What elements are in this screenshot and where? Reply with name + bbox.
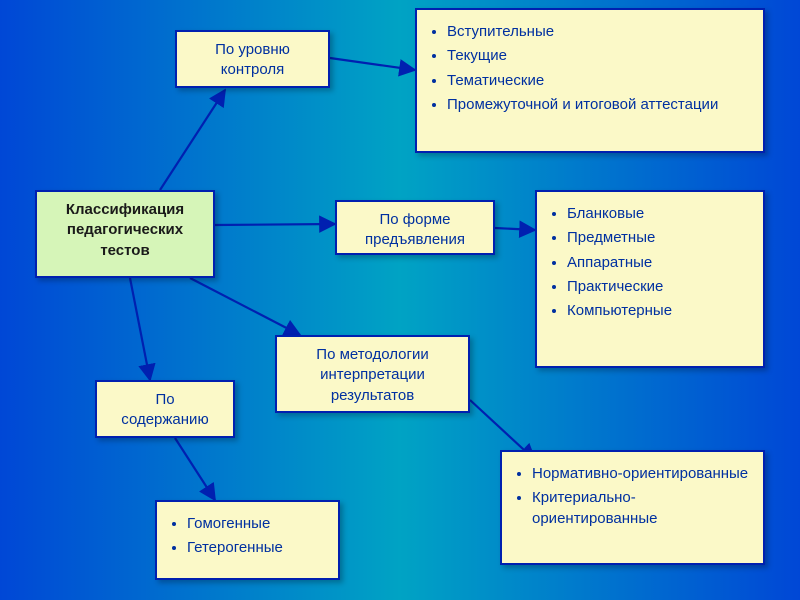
arrow-root-to-level (160, 90, 225, 190)
details-presentation-form: БланковыеПредметныеАппаратныеПрактически… (535, 190, 765, 368)
category-presentation-form: По формепредъявления (335, 200, 495, 255)
arrow-root-to-form (215, 224, 335, 225)
root-node: Классификацияпедагогическихтестов (35, 190, 215, 278)
diagram-canvas: Классификацияпедагогическихтестов По уро… (0, 0, 800, 600)
category-content: Посодержанию (95, 380, 235, 438)
category-interpretation-methodology: По методологииинтерпретациирезультатов (275, 335, 470, 413)
arrow-root-to-content (130, 278, 150, 380)
arrow-root-to-method (190, 278, 300, 335)
details-interpretation-methodology: Нормативно-ориентированныеКритериально-о… (500, 450, 765, 565)
category-level-control: По уровнюконтроля (175, 30, 330, 88)
arrow-content-to-content_det (175, 438, 215, 500)
details-level-control: ВступительныеТекущиеТематическиеПромежут… (415, 8, 765, 153)
arrow-level-to-level_det (330, 58, 415, 70)
details-content: ГомогенныеГетерогенные (155, 500, 340, 580)
arrow-form-to-form_det (495, 228, 535, 230)
